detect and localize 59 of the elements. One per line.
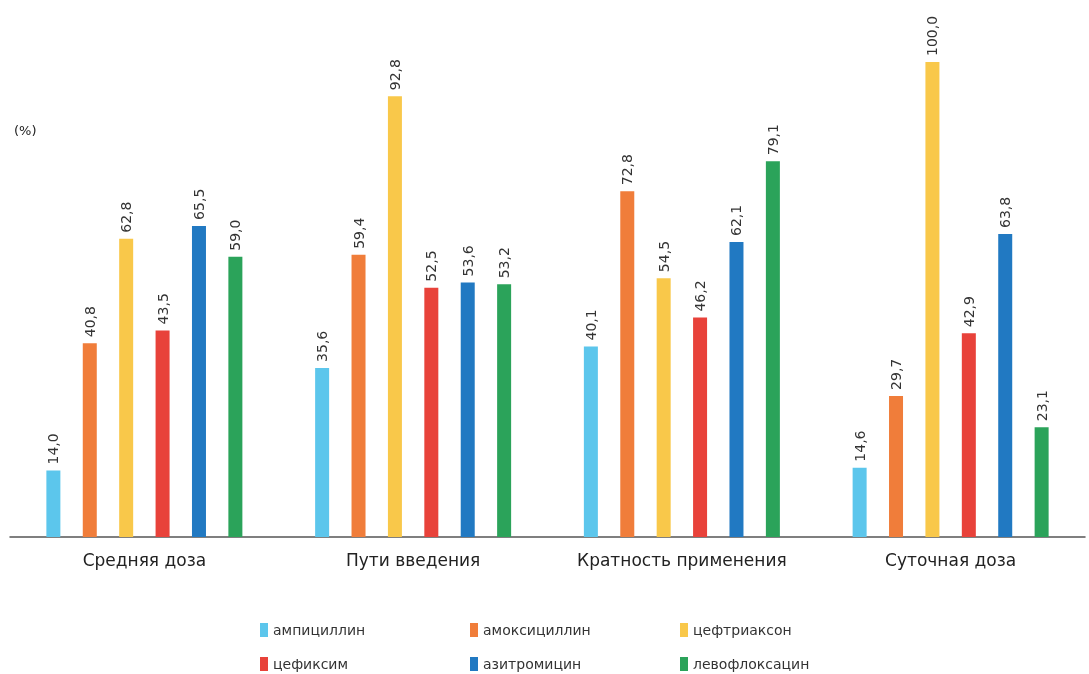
- bar: [460, 282, 475, 537]
- data-label: 14,6: [851, 430, 868, 462]
- data-label: 46,2: [692, 280, 709, 312]
- legend-label: цефиксим: [273, 656, 349, 672]
- data-label: 53,6: [459, 245, 476, 277]
- legend-label: левофлоксацин: [693, 656, 810, 672]
- bar: [46, 470, 61, 537]
- data-label: 42,9: [960, 296, 977, 328]
- bar: [82, 343, 97, 537]
- bar: [583, 346, 598, 537]
- bar: [998, 233, 1013, 537]
- bar: [925, 62, 940, 537]
- bar: [155, 330, 170, 537]
- data-label: 62,8: [118, 201, 135, 233]
- data-label: 62,1: [728, 204, 745, 237]
- legend-label: ампициллин: [273, 622, 366, 638]
- data-label: 79,1: [764, 124, 781, 156]
- legend-label: азитромицин: [483, 656, 582, 672]
- data-label: 40,1: [582, 309, 599, 341]
- bar: [424, 287, 439, 537]
- data-label: 35,6: [314, 330, 331, 362]
- data-label: 53,2: [496, 247, 513, 279]
- data-label: 40,8: [81, 306, 98, 338]
- data-label: 59,0: [227, 219, 244, 251]
- data-label: 23,1: [1033, 390, 1050, 422]
- data-label: 72,8: [619, 154, 636, 186]
- bar: [765, 161, 780, 537]
- bar: [228, 256, 243, 537]
- data-label: 59,4: [350, 217, 367, 249]
- x-tick-label: Средняя доза: [82, 549, 207, 570]
- data-label: 52,5: [423, 250, 440, 282]
- data-label: 100,0: [924, 15, 941, 56]
- legend-label: амоксициллин: [483, 622, 591, 638]
- bar: [315, 367, 330, 537]
- bar: [961, 333, 976, 537]
- bar: [191, 225, 206, 537]
- legend-label: цефтриаксон: [693, 622, 792, 638]
- data-label: 92,8: [386, 59, 403, 91]
- bar: [119, 238, 134, 537]
- bar: [852, 467, 867, 537]
- bar: [351, 254, 366, 537]
- data-label: 14,0: [45, 433, 62, 465]
- bar: [1034, 427, 1049, 537]
- data-label: 63,8: [997, 196, 1014, 228]
- bar: [497, 284, 512, 537]
- data-label: 29,7: [888, 358, 905, 390]
- data-label: 43,5: [154, 293, 171, 325]
- x-tick-label: Суточная доза: [885, 549, 1017, 570]
- data-label: 54,5: [655, 240, 672, 273]
- bar: [656, 278, 671, 537]
- bar: [889, 395, 904, 537]
- data-label: 65,5: [190, 188, 207, 220]
- bar: [387, 96, 402, 537]
- bar: [620, 191, 635, 537]
- x-tick-label: Пути введения: [345, 549, 481, 570]
- bar: [693, 317, 708, 537]
- x-tick-label: Кратность применения: [577, 549, 787, 570]
- y-axis-title: (%): [14, 123, 37, 138]
- bar: [729, 242, 744, 537]
